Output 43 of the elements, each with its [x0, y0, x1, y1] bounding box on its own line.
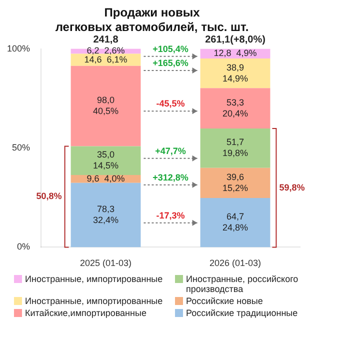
y-tick-label: 50% — [12, 142, 30, 152]
data-label: 64,7 24,8% — [222, 212, 248, 233]
legend-label: Российские новые — [186, 296, 263, 306]
data-label: 14,6 6,1% — [84, 54, 128, 64]
y-tick-label: 0% — [17, 242, 30, 252]
bar — [70, 182, 141, 248]
data-label: 98,0 40,5% — [93, 95, 119, 116]
annotation: +312,8% — [152, 172, 188, 182]
bar — [70, 146, 141, 175]
legend-label: Китайские,импортированные — [25, 308, 146, 318]
data-label: 6,2 2,6% — [86, 46, 125, 56]
data-label: 38,9 14,9% — [222, 62, 248, 84]
annotation: +47,7% — [155, 146, 186, 156]
bar — [200, 58, 270, 88]
data-label: 53,3 20,4% — [222, 97, 248, 118]
annotation: 59,8% — [279, 182, 305, 192]
legend-label: Российские традиционные — [186, 308, 298, 318]
text: 241,8 — [93, 34, 119, 46]
x-tick-label: 2025 (01-03) — [80, 258, 132, 268]
bar — [200, 88, 270, 129]
data-label: 78,3 32,4% — [93, 204, 119, 226]
bar — [200, 168, 270, 198]
x-tick-label: 2026 (01-03) — [209, 258, 262, 268]
data-label: 35,0 14,5% — [93, 150, 119, 171]
data-label: 39,6 15,2% — [222, 172, 248, 193]
annotation: +105,4% — [152, 44, 188, 54]
data-label: 51,7 19,8% — [222, 137, 248, 158]
text: 261,1(+8,0%) — [205, 34, 266, 46]
annotation: -45,5% — [156, 98, 185, 109]
bar — [70, 66, 141, 146]
text: легковых автомобилей, тыс. шт. — [55, 20, 249, 34]
text: Продажи новых — [104, 6, 200, 20]
annotation: -17,3% — [156, 210, 185, 220]
annotation: 50,8% — [36, 191, 62, 202]
data-label: 12,8 4,9% — [214, 48, 257, 58]
data-label: 9,6 4,0% — [86, 173, 125, 184]
legend-label: Иностранные, импортированные — [25, 296, 163, 306]
y-tick-label: 100% — [6, 43, 30, 54]
bar — [200, 128, 270, 168]
legend-label: Иностранные, российского производства — [186, 274, 300, 294]
legend-label: Иностранные, импортированные — [25, 274, 163, 284]
bar — [200, 198, 270, 248]
annotation: +165,6% — [152, 58, 188, 68]
